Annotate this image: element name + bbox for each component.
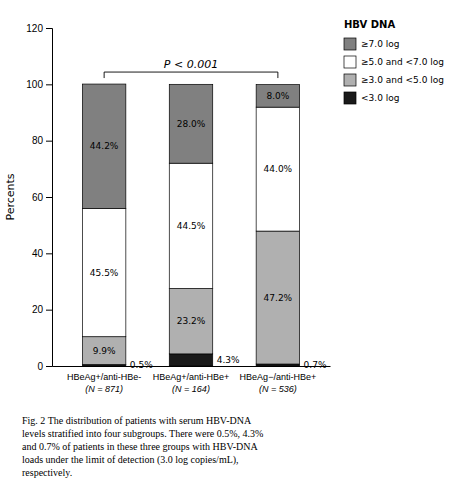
legend-item: <3.0 log — [344, 92, 399, 104]
bar-segment — [169, 163, 212, 288]
data-label: 28.0% — [177, 119, 206, 129]
x-tick-label-line: (N = 164) — [172, 384, 210, 394]
y-tick: 80 — [32, 135, 52, 146]
y-tick-label: 100 — [26, 79, 43, 90]
data-label: 44.2% — [90, 141, 119, 151]
y-tick: 0 — [37, 361, 52, 372]
chart: 0.5% 4.3% 0.7% 9.9% 23.2% 47.2% 45.5% 44.5% 44.0… — [0, 0, 455, 484]
legend-label: ≥7.0 log — [361, 39, 399, 49]
y-tick: 120 — [26, 23, 52, 34]
bar-segment — [82, 84, 125, 208]
y-tick-mark — [46, 28, 52, 29]
y-tick-label: 80 — [32, 135, 44, 146]
x-tick: HBeAg−/anti-HBe+ (N = 536) — [240, 372, 317, 394]
legend-item: ≥5.0 and <7.0 log — [344, 56, 444, 68]
x-tick-label-line: HBeAg+/anti-HBe+ — [153, 372, 230, 382]
caption: Fig. 2 The distribution of patients with… — [22, 415, 263, 478]
x-tick: HBeAg+/anti-HBe- (N = 871) — [67, 372, 141, 394]
y-tick: 20 — [32, 304, 52, 315]
bar-segment — [256, 231, 299, 364]
bracket — [104, 72, 278, 78]
y-tick-mark — [46, 253, 52, 254]
legend-item: ≥7.0 log — [344, 38, 399, 50]
y-tick-mark — [46, 197, 52, 198]
caption-line: loads under the limit of detection (3.0 … — [22, 454, 239, 466]
legend-label: ≥5.0 and <7.0 log — [361, 57, 444, 67]
data-labels: 0.5% 4.3% 0.7% 9.9% 23.2% 47.2% 45.5% 44.5% 44.0… — [90, 91, 327, 370]
y-axis: 0 20 40 60 80 100 120 — [26, 23, 52, 372]
legend-title: HBV DNA — [344, 19, 395, 30]
bar-series — [82, 84, 299, 208]
y-tick-label: 20 — [32, 304, 44, 315]
y-tick-label: 120 — [26, 23, 43, 34]
y-axis-line — [46, 29, 53, 367]
x-tick-label-line: HBeAg+/anti-HBe- — [67, 372, 141, 382]
legend-swatch — [344, 56, 356, 68]
annotation: P < 0.001 — [104, 58, 278, 78]
bar-segment — [256, 107, 299, 231]
x-tick: HBeAg+/anti-HBe+ (N = 164) — [153, 372, 230, 394]
bar-segment — [82, 209, 125, 337]
data-label: 9.9% — [93, 346, 116, 356]
legend-item: ≥3.0 and <5.0 log — [344, 74, 444, 86]
x-tick-label: HBeAg+/anti-HBe- (N = 871) — [67, 372, 141, 394]
data-label: 4.3% — [217, 355, 240, 365]
legend-swatch — [344, 74, 356, 86]
y-axis-title: Percents — [4, 173, 17, 220]
legend: HBV DNA ≥7.0 log ≥5.0 and <7.0 log ≥3.0 and… — [344, 19, 444, 104]
y-tick-label: 40 — [32, 248, 44, 259]
y-tick: 100 — [26, 79, 52, 90]
annotation-text: P < 0.001 — [164, 58, 218, 71]
data-label: 45.5% — [90, 268, 119, 278]
data-label: 44.0% — [264, 164, 293, 174]
y-tick: 60 — [32, 192, 52, 203]
caption-line: Fig. 2 The distribution of patients with… — [22, 415, 252, 426]
data-label: 0.7% — [304, 360, 327, 370]
bar-segment — [169, 289, 212, 354]
y-tick-mark — [46, 310, 52, 311]
y-tick: 40 — [32, 248, 52, 259]
data-label: 23.2% — [177, 316, 206, 326]
data-label: 8.0% — [266, 91, 289, 101]
data-label: 0.5% — [130, 360, 153, 370]
caption-line: levels stratified into four subgroups. T… — [22, 428, 263, 439]
x-tick-label-line: HBeAg−/anti-HBe+ — [240, 372, 317, 382]
bar-segment — [169, 354, 212, 366]
x-tick-label-line: (N = 871) — [85, 384, 123, 394]
bars — [82, 84, 299, 366]
y-tick-mark — [46, 141, 52, 142]
x-tick-label: HBeAg−/anti-HBe+ (N = 536) — [240, 372, 317, 394]
x-tick-label: HBeAg+/anti-HBe+ (N = 164) — [153, 372, 230, 394]
bar-segment — [82, 337, 125, 365]
legend-swatch — [344, 38, 356, 50]
x-tick-label-line: (N = 536) — [259, 384, 297, 394]
caption-line: and 0.7% of patients in these three grou… — [22, 441, 258, 452]
legend-label: <3.0 log — [361, 93, 399, 103]
bar-segment — [256, 85, 299, 108]
x-axis-line — [53, 366, 331, 367]
bar-segment — [169, 84, 212, 163]
data-label: 44.5% — [177, 221, 206, 231]
data-label: 47.2% — [264, 293, 293, 303]
y-tick-mark — [46, 84, 52, 85]
x-axis: HBeAg+/anti-HBe-(N = 871)HBeAg+/anti-HBe… — [53, 367, 331, 395]
caption-line: respectively. — [22, 467, 72, 478]
y-tick-label: 0 — [37, 361, 43, 372]
y-tick-mark — [46, 366, 52, 367]
plot: 0.5% 4.3% 0.7% 9.9% 23.2% 47.2% 45.5% 44.5% 44.0… — [4, 23, 331, 394]
legend-label: ≥3.0 and <5.0 log — [361, 75, 444, 85]
y-tick-label: 60 — [32, 192, 44, 203]
legend-swatch — [344, 92, 356, 104]
